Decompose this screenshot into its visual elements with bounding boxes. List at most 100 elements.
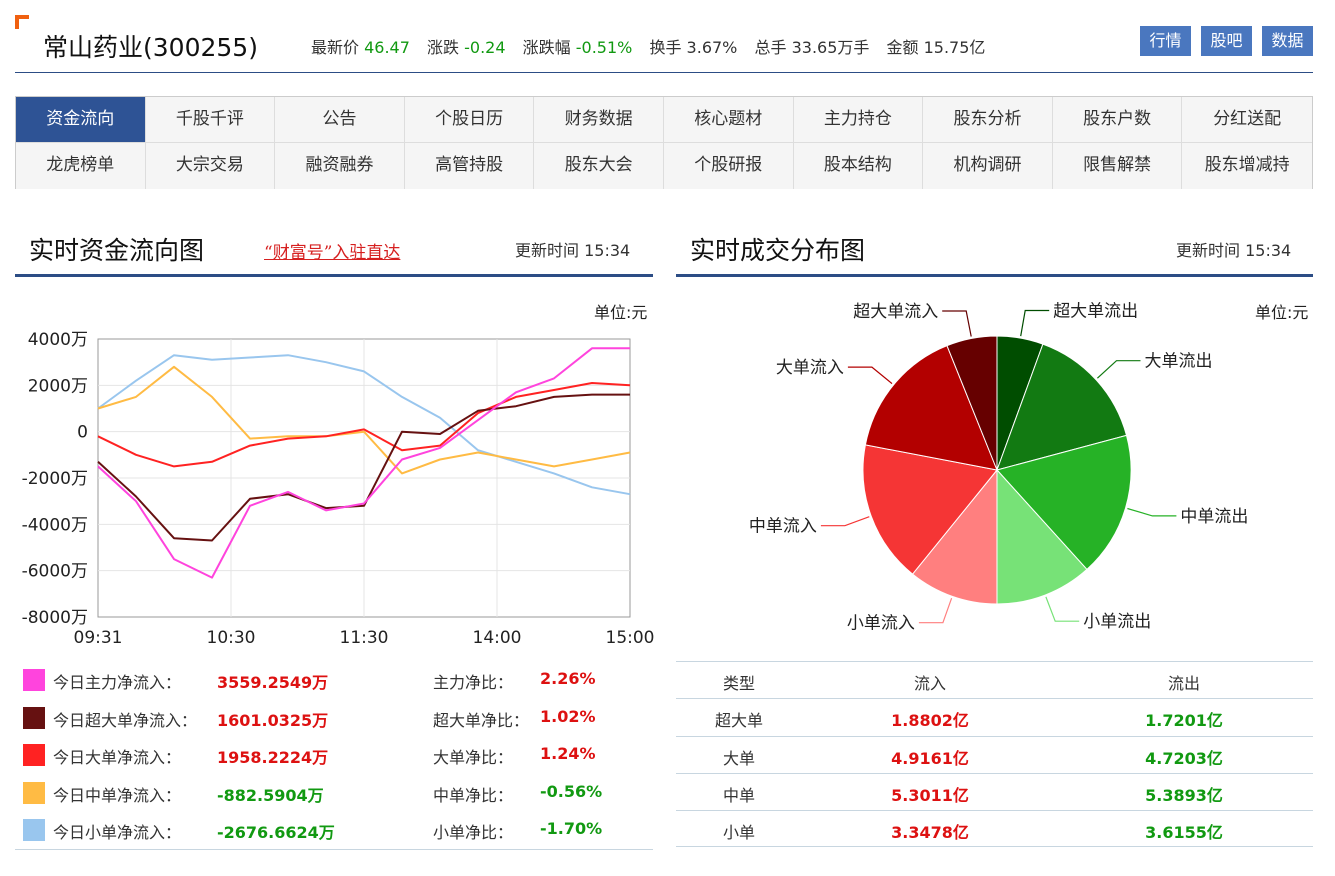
pie-leader-line	[942, 310, 972, 337]
pie-slice-label: 中单流入	[749, 517, 817, 537]
capital-flow-chart: 4000万 2000万 0 -2000万 -4000万 -6000万 -8000万09:31…	[22, 330, 655, 648]
pie-leader-line	[820, 516, 870, 527]
quote-turnover: 换手 3.67%	[649, 38, 738, 57]
data-button[interactable]: 数据	[1262, 26, 1313, 56]
nav-item[interactable]: 分红送配	[1182, 97, 1312, 143]
legend-label: 今日超大单净流入：	[53, 710, 198, 730]
legend-row: 今日超大单净流入： 1601.0325万 超大单净比： 1.02%	[15, 698, 653, 736]
pie-leader-line	[1045, 596, 1080, 622]
flow-update-time: 更新时间 15:34	[515, 241, 631, 260]
nav-item[interactable]: 公告	[275, 97, 405, 143]
nav-item[interactable]: 核心题材	[664, 97, 794, 143]
quote-volume: 总手 33.65万手	[754, 38, 870, 57]
legend-value: 3559.2549万	[217, 673, 329, 692]
pie-slice-label: 超大单流入	[853, 302, 938, 322]
table-row: 小单 3.3478亿 3.6155亿	[676, 810, 1313, 848]
caifuhao-link[interactable]: “财富号”入驻直达	[264, 243, 401, 263]
pie-slice	[862, 444, 998, 575]
quote-button[interactable]: 行情	[1140, 26, 1191, 56]
dist-update-time: 更新时间 15:34	[1176, 241, 1292, 260]
table-cell-type: 大单	[722, 748, 755, 768]
nav-item[interactable]: 高管持股	[404, 143, 535, 189]
table-cell-inflow: 4.9161亿	[891, 748, 969, 768]
pie-slice	[864, 345, 998, 471]
legend-label: 今日小单净流入：	[53, 823, 182, 842]
legend-divider	[15, 849, 653, 850]
pie-slice-label: 超大单流出	[1053, 301, 1138, 321]
nav-item[interactable]: 千股千评	[145, 97, 276, 143]
nav-item[interactable]: 资金流向	[16, 97, 146, 143]
table-row: 大单 4.9161亿 4.7203亿	[676, 735, 1313, 773]
x-tick-label: 14:00	[473, 628, 522, 648]
legend-label: 今日大单净流入：	[53, 748, 182, 767]
function-nav: 资金流向 千股千评 公告 个股日历 财务数据 核心题材 主力持仓 股东分析 股东户数 分红送配龙虎…	[15, 96, 1313, 189]
y-tick-label: -4000万	[22, 515, 88, 535]
pie-slice-label: 小单流入	[847, 614, 915, 634]
forum-button[interactable]: 股吧	[1201, 26, 1252, 56]
legend-swatch	[23, 781, 45, 804]
nav-item[interactable]: 融资融券	[275, 143, 405, 189]
table-header-cell: 类型	[722, 674, 755, 693]
legend-ratio: 1.02%	[540, 706, 596, 726]
legend-row: 今日主力净流入： 3559.2549万 主力净比： 2.26%	[15, 660, 653, 698]
flow-legend: 今日主力净流入： 3559.2549万 主力净比： 2.26% 今日超大单净流入： 160…	[15, 660, 653, 848]
series-line-small	[97, 354, 631, 496]
table-row: 超大单 1.8802亿 1.7201亿	[676, 698, 1313, 735]
quote-amount: 金额 15.75亿	[886, 38, 986, 57]
pie-leader-line	[1020, 309, 1050, 337]
series-line-main	[97, 347, 630, 579]
y-tick-label: 2000万	[28, 376, 88, 396]
nav-item[interactable]: 股东大会	[534, 143, 664, 189]
header-buttons: 行情 股吧 数据	[1140, 26, 1313, 56]
legend-ratio-label: 超大单净比：	[433, 710, 530, 730]
table-header-cell: 流入	[913, 674, 946, 693]
nav-item[interactable]: 龙虎榜单	[16, 143, 146, 189]
nav-item[interactable]: 机构调研	[923, 143, 1053, 189]
legend-ratio-label: 主力净比：	[433, 673, 514, 692]
x-tick-label: 15:00	[606, 628, 655, 648]
nav-item[interactable]: 财务数据	[534, 97, 664, 143]
table-cell-inflow: 1.8802亿	[891, 711, 969, 731]
nav-item[interactable]: 股东分析	[923, 97, 1053, 143]
nav-item[interactable]: 限售解禁	[1052, 143, 1183, 189]
nav-item[interactable]: 股本结构	[793, 143, 924, 189]
dist-section-underline	[676, 274, 1313, 277]
flow-unit-label: 单位:元	[594, 303, 648, 322]
table-header-cell: 流出	[1167, 674, 1200, 693]
y-tick-label: -6000万	[22, 562, 88, 582]
legend-value: -2676.6624万	[217, 823, 335, 842]
pie-slice-label: 大单流出	[1145, 352, 1213, 372]
legend-swatch	[23, 744, 45, 766]
brand-corner-icon	[15, 15, 29, 29]
nav-item[interactable]: 股东户数	[1052, 97, 1183, 143]
table-row: 中单 5.3011亿 5.3893亿	[676, 772, 1313, 810]
legend-swatch	[23, 706, 45, 729]
nav-item[interactable]: 主力持仓	[793, 97, 924, 143]
dist-section-title: 实时成交分布图	[690, 236, 866, 265]
pie-leader-line	[918, 597, 953, 624]
table-cell-outflow: 1.7201亿	[1145, 711, 1223, 731]
dist-unit-label: 单位:元	[1255, 303, 1309, 322]
pie-slice-label: 大单流入	[776, 358, 844, 378]
x-tick-label: 09:31	[74, 628, 123, 648]
x-tick-label: 11:30	[340, 628, 389, 648]
series-line-super	[97, 393, 630, 542]
y-tick-label: 4000万	[28, 330, 88, 350]
table-cell-type: 小单	[722, 823, 755, 843]
legend-ratio: -0.56%	[540, 781, 603, 801]
stock-name: 常山药业(300255)	[43, 33, 258, 62]
y-tick-label: -8000万	[22, 608, 88, 628]
nav-item[interactable]: 股东增减持	[1182, 143, 1312, 189]
nav-item[interactable]: 个股研报	[664, 143, 794, 189]
legend-row: 今日大单净流入： 1958.2224万 大单净比： 1.24%	[15, 735, 653, 773]
quote-change: 涨跌 -0.24	[427, 38, 506, 57]
trade-distribution-table: 类型 流入 流出 超大单 1.8802亿 1.7201亿 大单 4.9161亿 4.7203亿中…	[676, 661, 1313, 848]
nav-item[interactable]: 大宗交易	[145, 143, 276, 189]
y-tick-label: 0	[77, 423, 88, 443]
quote-price: 最新价 46.47	[311, 38, 410, 57]
legend-ratio: 2.26%	[540, 669, 596, 688]
legend-value: 1601.0325万	[217, 710, 329, 730]
nav-item[interactable]: 个股日历	[404, 97, 535, 143]
legend-ratio-label: 小单净比：	[433, 823, 514, 842]
legend-ratio-label: 中单净比：	[433, 785, 514, 805]
